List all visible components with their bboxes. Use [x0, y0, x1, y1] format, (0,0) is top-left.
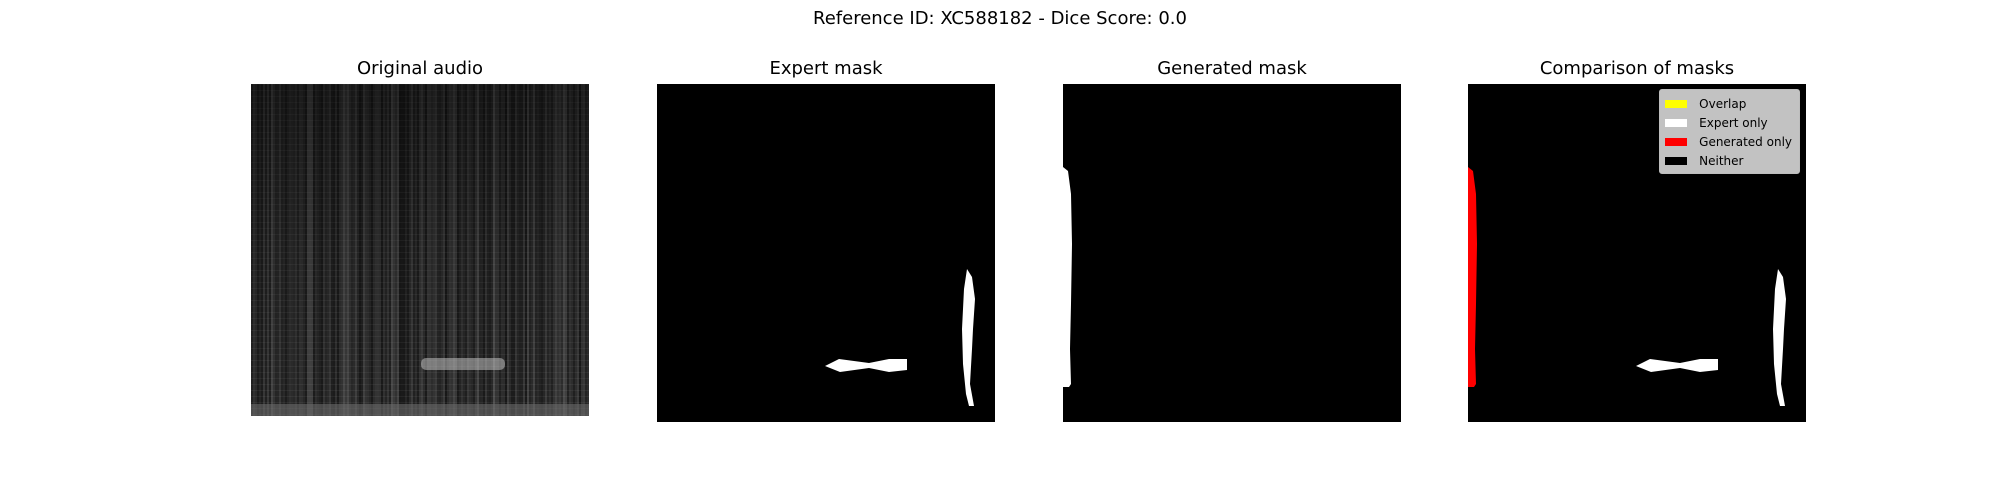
legend-item-expert-only: Expert only [1665, 113, 1792, 132]
legend-swatch [1665, 99, 1688, 108]
generated-mask-image [1063, 84, 1401, 422]
legend: Overlap Expert only Generated only Neith… [1659, 89, 1800, 174]
spectrogram-image [251, 84, 589, 422]
expert-region-horizontal [825, 359, 907, 372]
panel-generated-mask: Generated mask [1063, 58, 1401, 422]
legend-item-overlap: Overlap [1665, 94, 1792, 113]
legend-swatch [1665, 137, 1688, 146]
legend-swatch [1665, 118, 1688, 127]
call-highlight [421, 358, 505, 370]
expert-region-vertical [962, 269, 975, 406]
panel-original-audio: Original audio [251, 58, 589, 422]
expert-mask-image [657, 84, 995, 422]
comparison-image: Overlap Expert only Generated only Neith… [1468, 84, 1806, 422]
legend-label: Neither [1699, 153, 1744, 168]
spectrogram-svg [251, 84, 589, 422]
panel-expert-mask: Expert mask [657, 58, 995, 422]
panel-title: Comparison of masks [1539, 58, 1735, 79]
legend-item-generated-only: Generated only [1665, 132, 1792, 151]
legend-label: Expert only [1699, 115, 1768, 130]
generated-only-region [1468, 167, 1477, 387]
legend-swatch [1665, 156, 1688, 165]
panel-title: Original audio [356, 58, 484, 79]
expert-only-region-horizontal [1636, 359, 1718, 372]
legend-label: Overlap [1699, 96, 1747, 111]
legend-label: Generated only [1699, 134, 1792, 149]
expert-only-region-vertical [1773, 269, 1786, 406]
generated-region [1063, 167, 1072, 387]
figure-title: Reference ID: XC588182 - Dice Score: 0.0 [813, 8, 1187, 29]
panel-comparison: Comparison of masks Overlap Expert only … [1468, 58, 1806, 422]
panel-title: Expert mask [769, 58, 883, 79]
legend-item-neither: Neither [1665, 151, 1792, 170]
panel-title: Generated mask [1157, 58, 1307, 79]
